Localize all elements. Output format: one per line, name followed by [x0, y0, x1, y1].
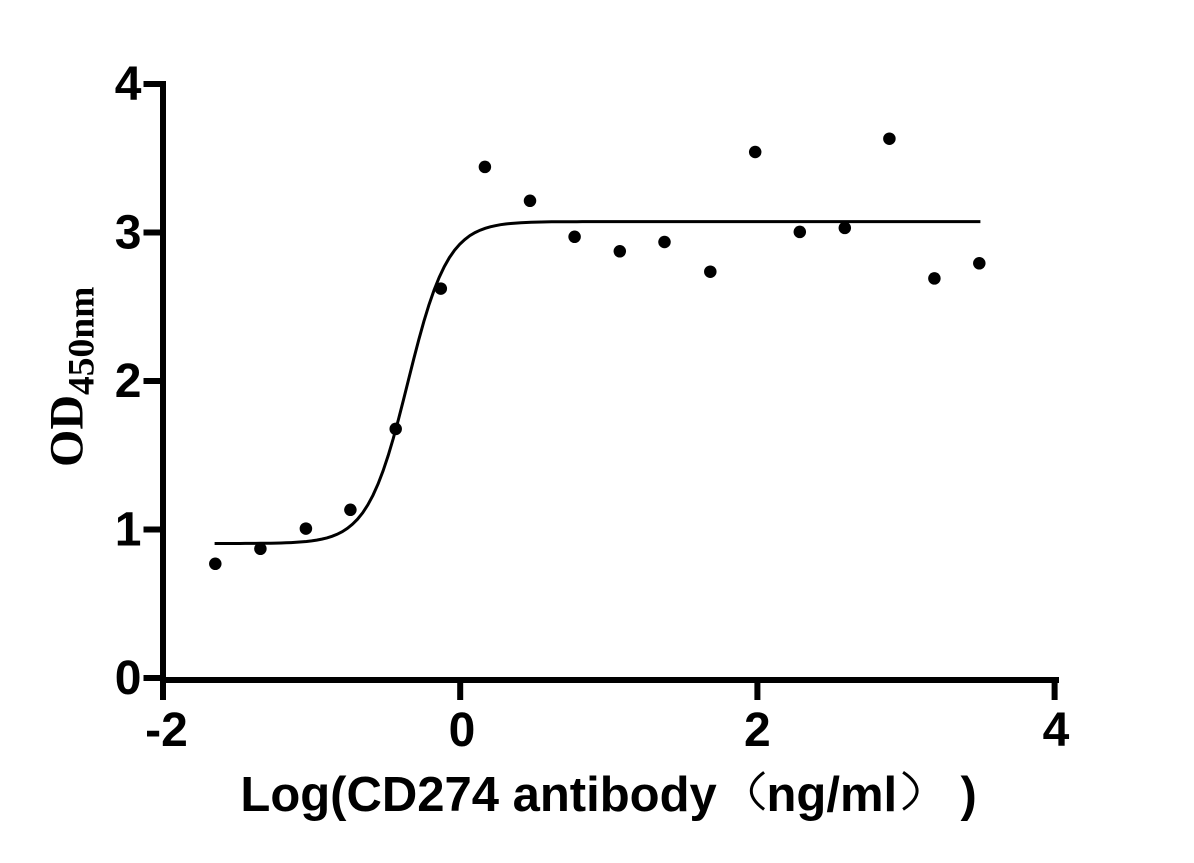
svg-text:2: 2 — [115, 355, 142, 408]
svg-text:3: 3 — [115, 207, 142, 260]
svg-text:antibody: antibody — [513, 768, 717, 822]
svg-text:4: 4 — [115, 58, 142, 111]
svg-text:ng/ml: ng/ml — [767, 768, 898, 822]
svg-text:-2: -2 — [145, 704, 188, 757]
svg-text:2: 2 — [744, 704, 771, 757]
svg-text:4: 4 — [1043, 704, 1070, 757]
svg-text:0: 0 — [115, 652, 142, 705]
svg-text:0: 0 — [449, 704, 476, 757]
svg-text:1: 1 — [115, 504, 142, 557]
svg-text:): ) — [961, 768, 977, 822]
svg-text:Log(CD274: Log(CD274 — [240, 768, 499, 822]
